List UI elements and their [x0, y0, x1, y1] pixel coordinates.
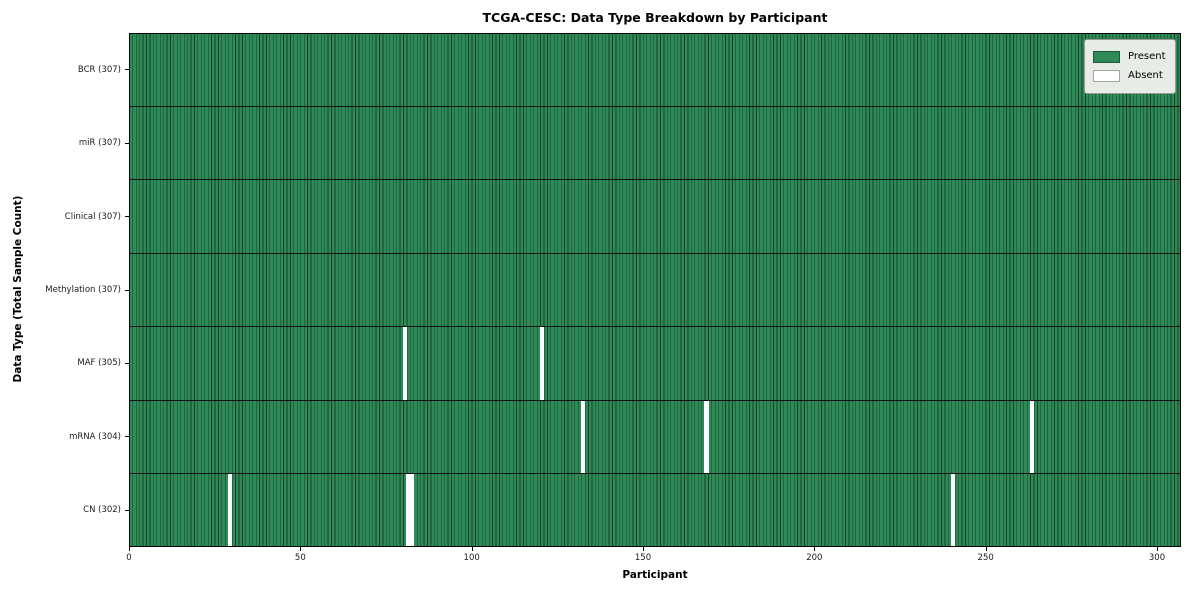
- x-tick-mark: [643, 547, 644, 551]
- legend-item-present: Present: [1093, 48, 1175, 65]
- y-tick-label-MAF: MAF (305): [77, 358, 121, 369]
- y-tick-label-Methylation: Methylation (307): [45, 285, 121, 295]
- x-tick-mark: [129, 547, 130, 551]
- x-axis-title: Participant: [622, 569, 688, 581]
- absent-stripe-mRNA-132: [580, 400, 586, 474]
- legend: Present Absent: [1084, 39, 1176, 94]
- absent-stripe-MAF-120: [539, 326, 545, 401]
- row-divider-line: [129, 179, 1181, 181]
- absent-stripe-CN-240: [950, 473, 956, 547]
- chart-title: TCGA-CESC: Data Type Breakdown by Partic…: [482, 10, 828, 25]
- absent-stripe-mRNA-168: [704, 400, 709, 474]
- legend-item-absent: Absent: [1093, 67, 1175, 84]
- x-tick-label-100: 100: [463, 553, 480, 563]
- y-tick-mark: [125, 436, 129, 438]
- y-tick-mark: [125, 69, 129, 71]
- y-tick-label-Clinical: Clinical (307): [64, 211, 121, 222]
- y-tick-label-miR: miR (307): [78, 138, 121, 149]
- x-tick-label-250: 250: [977, 553, 994, 563]
- x-tick-label-50: 50: [294, 553, 306, 563]
- row-divider-line: [129, 105, 1181, 107]
- legend-swatch-absent: [1093, 69, 1120, 82]
- y-axis-title: Data Type (Total Sample Count): [12, 195, 24, 383]
- y-tick-mark: [125, 216, 129, 218]
- y-tick-label-BCR: BCR (307): [77, 64, 121, 75]
- y-tick-mark: [125, 509, 129, 511]
- y-tick-label-CN: CN (302): [83, 505, 121, 516]
- y-tick-mark: [125, 289, 129, 291]
- x-tick-mark: [471, 547, 473, 551]
- absent-stripe-MAF-80: [402, 326, 408, 401]
- y-tick-mark: [125, 362, 129, 364]
- x-tick-mark: [1157, 547, 1158, 551]
- absent-stripe-CN-29: [227, 473, 233, 547]
- x-tick-label-300: 300: [1148, 553, 1166, 563]
- y-tick-mark: [125, 142, 129, 144]
- x-tick-label-150: 150: [634, 553, 652, 563]
- legend-label: Present: [1128, 51, 1166, 62]
- row-divider-line: [129, 326, 1181, 328]
- x-tick-mark: [814, 547, 816, 551]
- absent-stripe-mRNA-263: [1029, 400, 1035, 474]
- x-tick-label-200: 200: [806, 553, 823, 563]
- plot-area: Present Absent: [129, 33, 1181, 547]
- plot-border: [129, 33, 1181, 547]
- row-divider-line: [129, 399, 1181, 401]
- row-divider-line: [129, 252, 1181, 254]
- row-divider-line: [129, 473, 1181, 475]
- absent-stripe-CN-82: [409, 473, 414, 547]
- x-tick-mark: [985, 547, 987, 551]
- x-tick-mark: [300, 547, 302, 551]
- y-tick-label-mRNA: mRNA (304): [69, 431, 121, 442]
- legend-label: Absent: [1128, 70, 1163, 81]
- absent-stripe-CN-81: [405, 473, 411, 547]
- x-tick-label-0: 0: [126, 553, 132, 563]
- legend-swatch-present: [1093, 50, 1120, 63]
